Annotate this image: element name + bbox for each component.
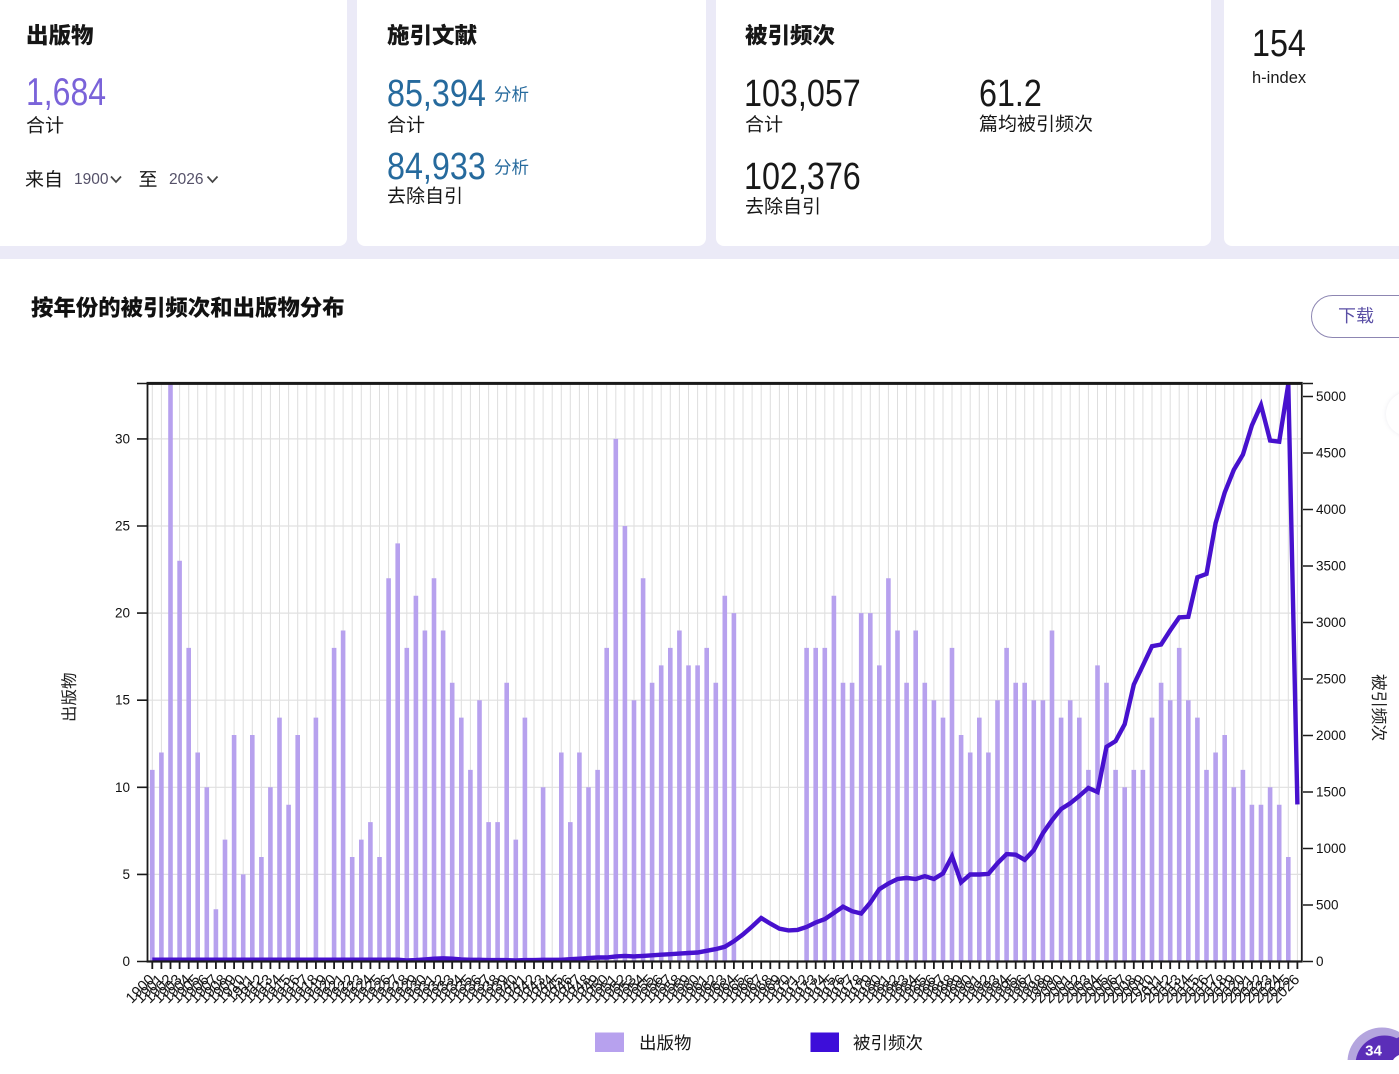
svg-text:0: 0 — [122, 954, 130, 969]
svg-text:2500: 2500 — [1316, 672, 1346, 687]
svg-text:20: 20 — [115, 606, 130, 621]
svg-text:15: 15 — [115, 693, 130, 708]
svg-text:25: 25 — [115, 519, 130, 534]
svg-text:1500: 1500 — [1316, 785, 1346, 800]
svg-text:2000: 2000 — [1316, 728, 1346, 743]
svg-text:10: 10 — [115, 780, 130, 795]
svg-text:4500: 4500 — [1316, 446, 1346, 461]
svg-text:500: 500 — [1316, 898, 1339, 913]
svg-text:3500: 3500 — [1316, 559, 1346, 574]
svg-text:4000: 4000 — [1316, 502, 1346, 517]
svg-text:5: 5 — [122, 867, 130, 882]
svg-text:30: 30 — [115, 431, 130, 446]
svg-text:5000: 5000 — [1316, 389, 1346, 404]
svg-text:3000: 3000 — [1316, 615, 1346, 630]
svg-text:1000: 1000 — [1316, 841, 1346, 856]
svg-text:34: 34 — [1365, 1043, 1382, 1060]
svg-text:0: 0 — [1316, 954, 1324, 969]
